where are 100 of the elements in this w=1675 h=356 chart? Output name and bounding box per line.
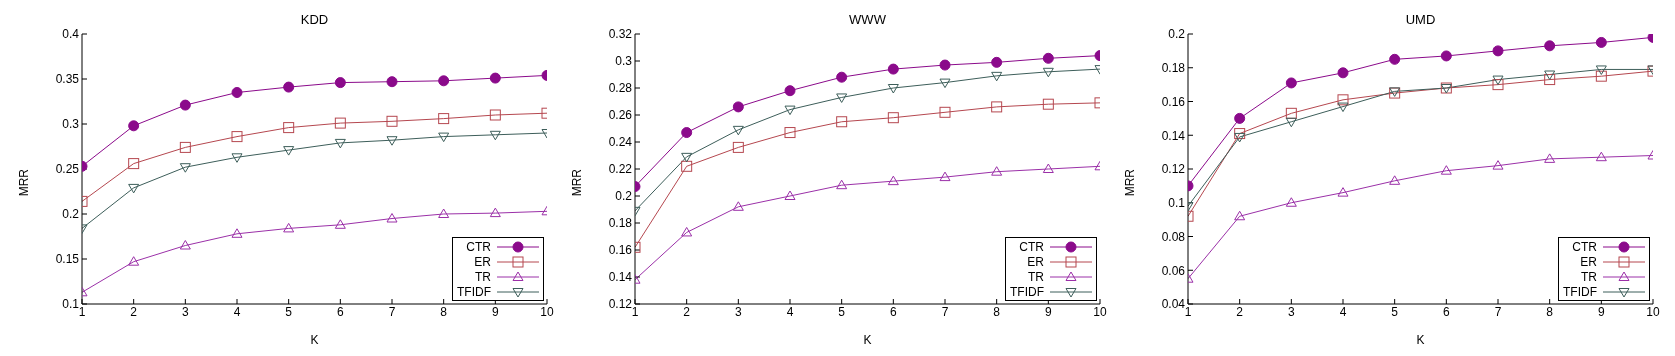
point [489,72,501,84]
point [681,226,693,237]
point [179,163,191,173]
x-tick-label: 1 [78,304,86,319]
point [681,127,693,139]
x-tick-label: 6 [336,304,344,319]
x-tick-label: 6 [889,304,897,319]
x-tick-label: 10 [1093,304,1107,319]
x-tick-label: 10 [1646,304,1660,319]
point [386,213,398,223]
y-tick-label: 0.14 [608,270,633,285]
x-tick-label: 5 [1391,304,1399,319]
y-tick-label: 0.25 [55,162,80,177]
point [1234,210,1246,221]
y-tick-label: 0.12 [1161,162,1186,177]
legend-label: TFIDF [1010,284,1044,299]
y-tick-label: 0.1 [62,297,80,312]
point [283,81,295,93]
chart-title: UMD [1404,12,1437,27]
legend-label: CTR [1019,239,1044,254]
y-tick-label: 0.12 [608,297,633,312]
point [438,132,450,143]
point [386,136,398,146]
point [732,141,744,153]
point [887,63,899,75]
point [1595,151,1607,162]
point [1492,75,1504,86]
y-tick-label: 0.15 [55,252,80,267]
x-tick-label: 2 [683,304,691,319]
chart-title: WWW [848,12,887,27]
x-tick-label: 9 [491,304,499,319]
point [939,106,951,118]
point [231,87,243,98]
point [1285,117,1297,128]
y-tick-label: 0.35 [55,72,80,87]
point [1492,45,1504,57]
legend-label: TR [1581,269,1597,284]
point [784,105,796,116]
point [334,77,346,89]
x-tick-label: 3 [1287,304,1295,319]
point [283,222,295,233]
y-tick-label: 0.04 [1161,297,1186,312]
point [1544,74,1556,86]
x-axis-title: K [1416,333,1425,347]
point [1337,102,1349,113]
x-tick-label: 9 [1044,304,1052,319]
y-tick-label: 0.3 [615,54,633,69]
point [386,115,398,127]
point [732,201,744,211]
point [1234,128,1246,140]
y-tick-label: 0.06 [1161,263,1186,278]
point [231,131,243,143]
x-tick-label: 8 [993,304,1001,319]
point [1389,53,1401,65]
x-tick-label: 5 [838,304,846,319]
point [1234,112,1246,124]
y-tick-label: 0.22 [608,162,633,177]
point [128,158,140,170]
x-tick-label: 3 [734,304,742,319]
y-tick-label: 0.28 [608,81,633,96]
y-tick-label: 0.2 [62,207,80,222]
point [836,179,848,190]
point [386,76,398,88]
point [1440,165,1452,175]
legend-label: TR [475,269,491,284]
x-tick-label: 10 [540,304,554,319]
legend-label: TFIDF [1563,284,1597,299]
point [231,153,243,163]
point [334,138,346,149]
point [1595,70,1607,82]
point [681,152,693,163]
point [836,116,848,128]
point [991,56,1003,68]
point [438,75,450,87]
legend-label: ER [1580,254,1597,269]
point [1337,94,1349,106]
point [939,78,951,89]
point [1285,197,1297,207]
point [784,127,796,139]
point [438,208,450,218]
point [179,240,191,250]
point [283,146,295,156]
y-tick-label: 0.2 [615,189,633,204]
x-tick-label: 8 [440,304,448,319]
legend-label: ER [1027,254,1044,269]
x-tick-label: 9 [1597,304,1605,319]
point [939,171,951,182]
y-tick-label: 0.08 [1161,229,1186,244]
point [1337,67,1349,79]
point [991,166,1003,176]
point [489,207,501,218]
y-tick-label: 0.1 [1168,196,1186,211]
legend-label: CTR [466,239,491,254]
point [128,120,140,132]
x-tick-label: 4 [233,304,241,319]
x-tick-label: 7 [941,304,949,319]
y-tick-label: 0.18 [1161,61,1186,76]
point [179,141,191,153]
point [1337,187,1349,197]
x-tick-label: 4 [1339,304,1347,319]
